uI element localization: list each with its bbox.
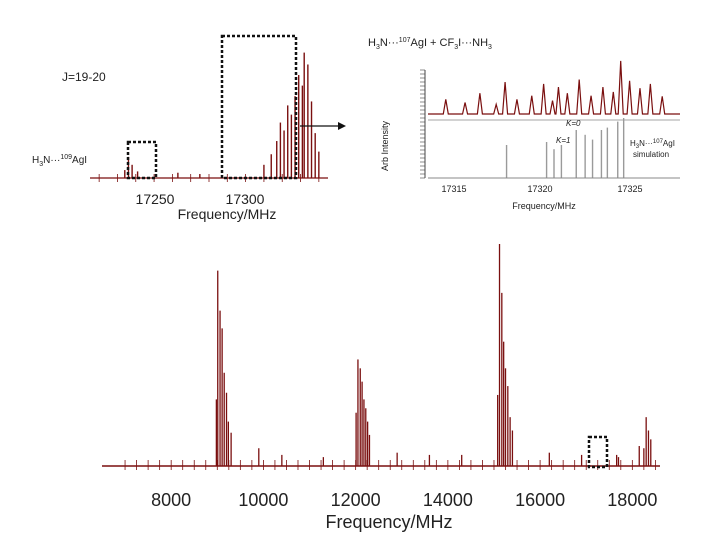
pointer-arrow [300, 122, 346, 130]
zoom-right-tick-1: 17320 [527, 184, 552, 194]
overview-tick-label-5: 18000 [607, 490, 657, 510]
zoom-right-xlabel: Frequency/MHz [512, 201, 576, 211]
sim-label-line1: H3N···107AgI [630, 139, 675, 150]
zoom-right-panel: Arb Intensity K=0 K=1 H3N···107AgI simul… [380, 60, 680, 211]
zoom-right-tick-2: 17325 [617, 184, 642, 194]
zoom-left-xlabel: Frequency/MHz [178, 206, 277, 222]
zoom-left-tick-0: 17250 [136, 191, 175, 207]
figure-title: H3N···107AgI + CF3I···NH3 [368, 37, 492, 51]
overview-panel: 8000 10000 12000 14000 16000 18000 Frequency/… [102, 244, 660, 532]
overview-tick-label-0: 8000 [151, 490, 191, 510]
zoom-right-tick-0: 17315 [441, 184, 466, 194]
k0-label: K=0 [566, 119, 581, 128]
ag109-label: H3N···109AgI [32, 154, 87, 168]
zoom-left-tick-1: 17300 [226, 191, 265, 207]
overview-tick-label-2: 12000 [331, 490, 381, 510]
k1-label: K=1 [556, 136, 570, 145]
sim-label-line2: simulation [633, 150, 669, 159]
overview-tick-label-3: 14000 [423, 490, 473, 510]
box-107-region [220, 34, 298, 180]
overview-tick-label-4: 16000 [515, 490, 565, 510]
box-109-region [126, 140, 158, 180]
overview-xlabel: Frequency/MHz [325, 512, 452, 532]
transition-label: J=19-20 [62, 70, 106, 84]
zoom-left-panel: 17250 17300 Frequency/MHz [90, 34, 328, 222]
observed-trace [428, 60, 680, 115]
overview-highlight-box [587, 435, 609, 469]
zoom-right-ylabel: Arb Intensity [380, 120, 390, 171]
overview-tick-label-1: 10000 [238, 490, 288, 510]
